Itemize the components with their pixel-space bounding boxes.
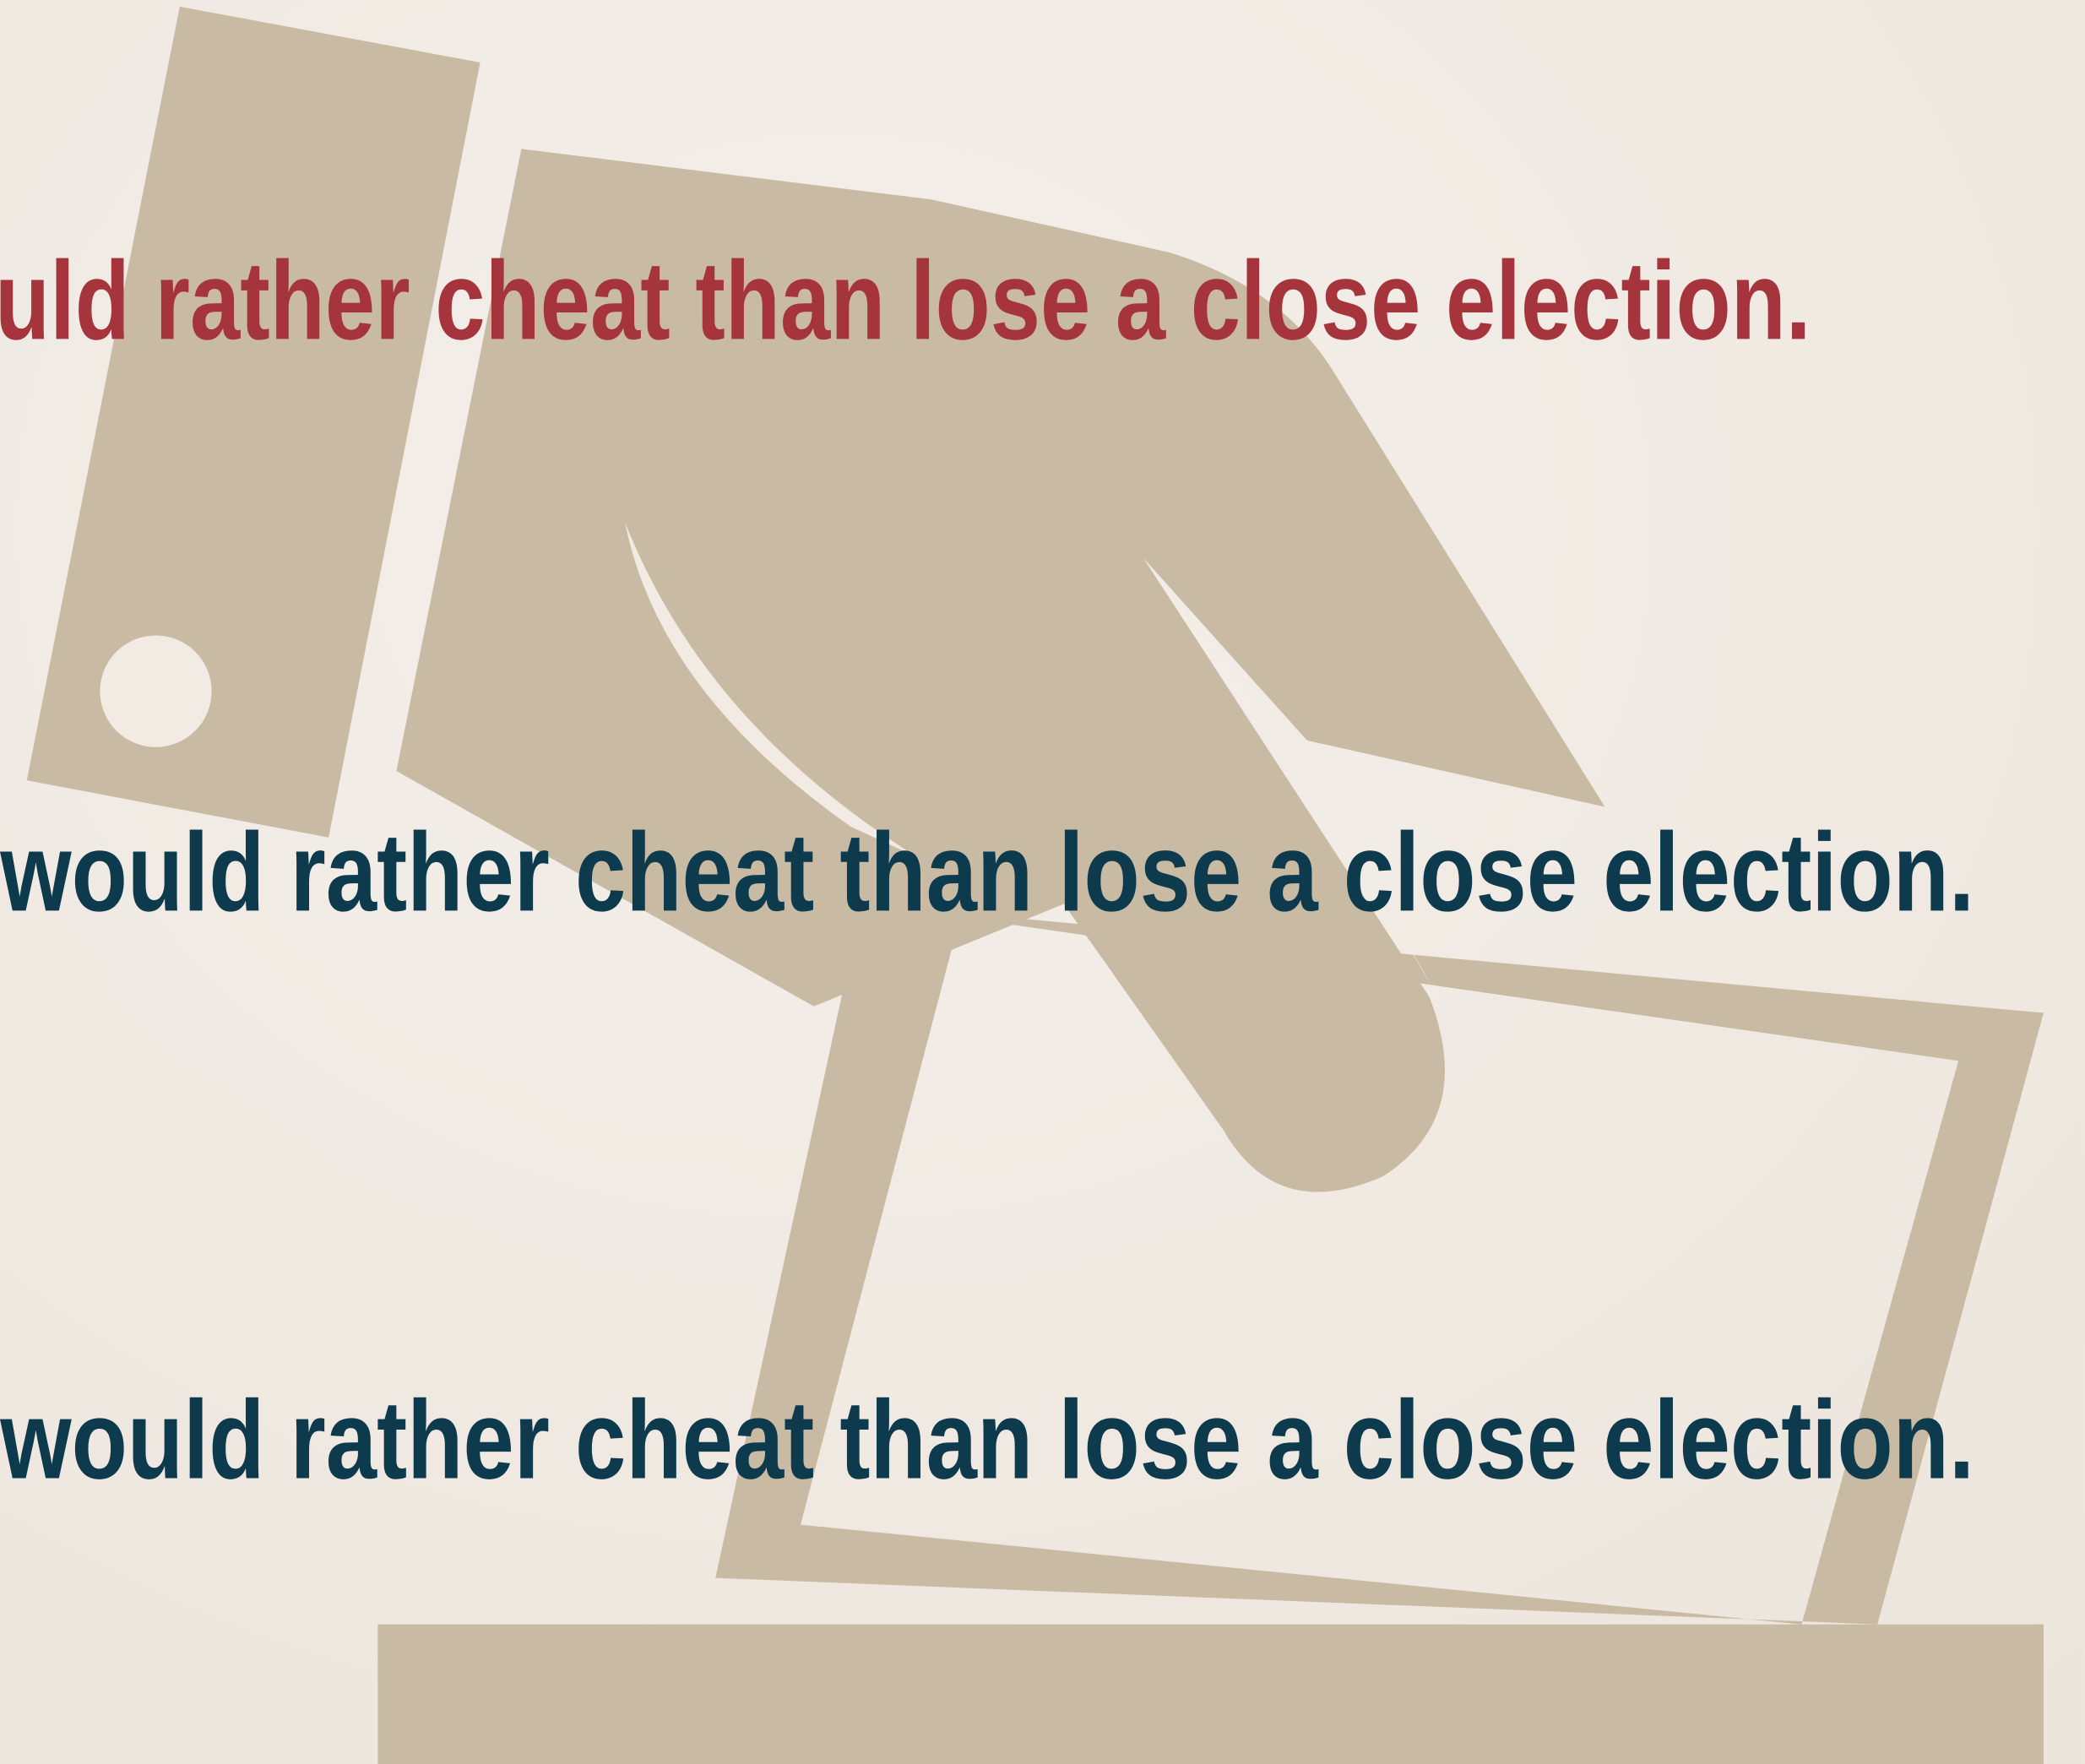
box-base [377, 1624, 2044, 1764]
headline-blue: would rather cheat than lose a close ele… [0, 1378, 1974, 1503]
headline-red: uld rather cheat than lose a close elect… [0, 238, 1811, 363]
headline-blue: would rather cheat than lose a close ele… [0, 810, 1974, 935]
slip-hole [100, 635, 212, 747]
ballot-icon [26, 6, 2044, 1764]
ballot-slip [26, 6, 481, 838]
hand [396, 149, 1605, 1192]
